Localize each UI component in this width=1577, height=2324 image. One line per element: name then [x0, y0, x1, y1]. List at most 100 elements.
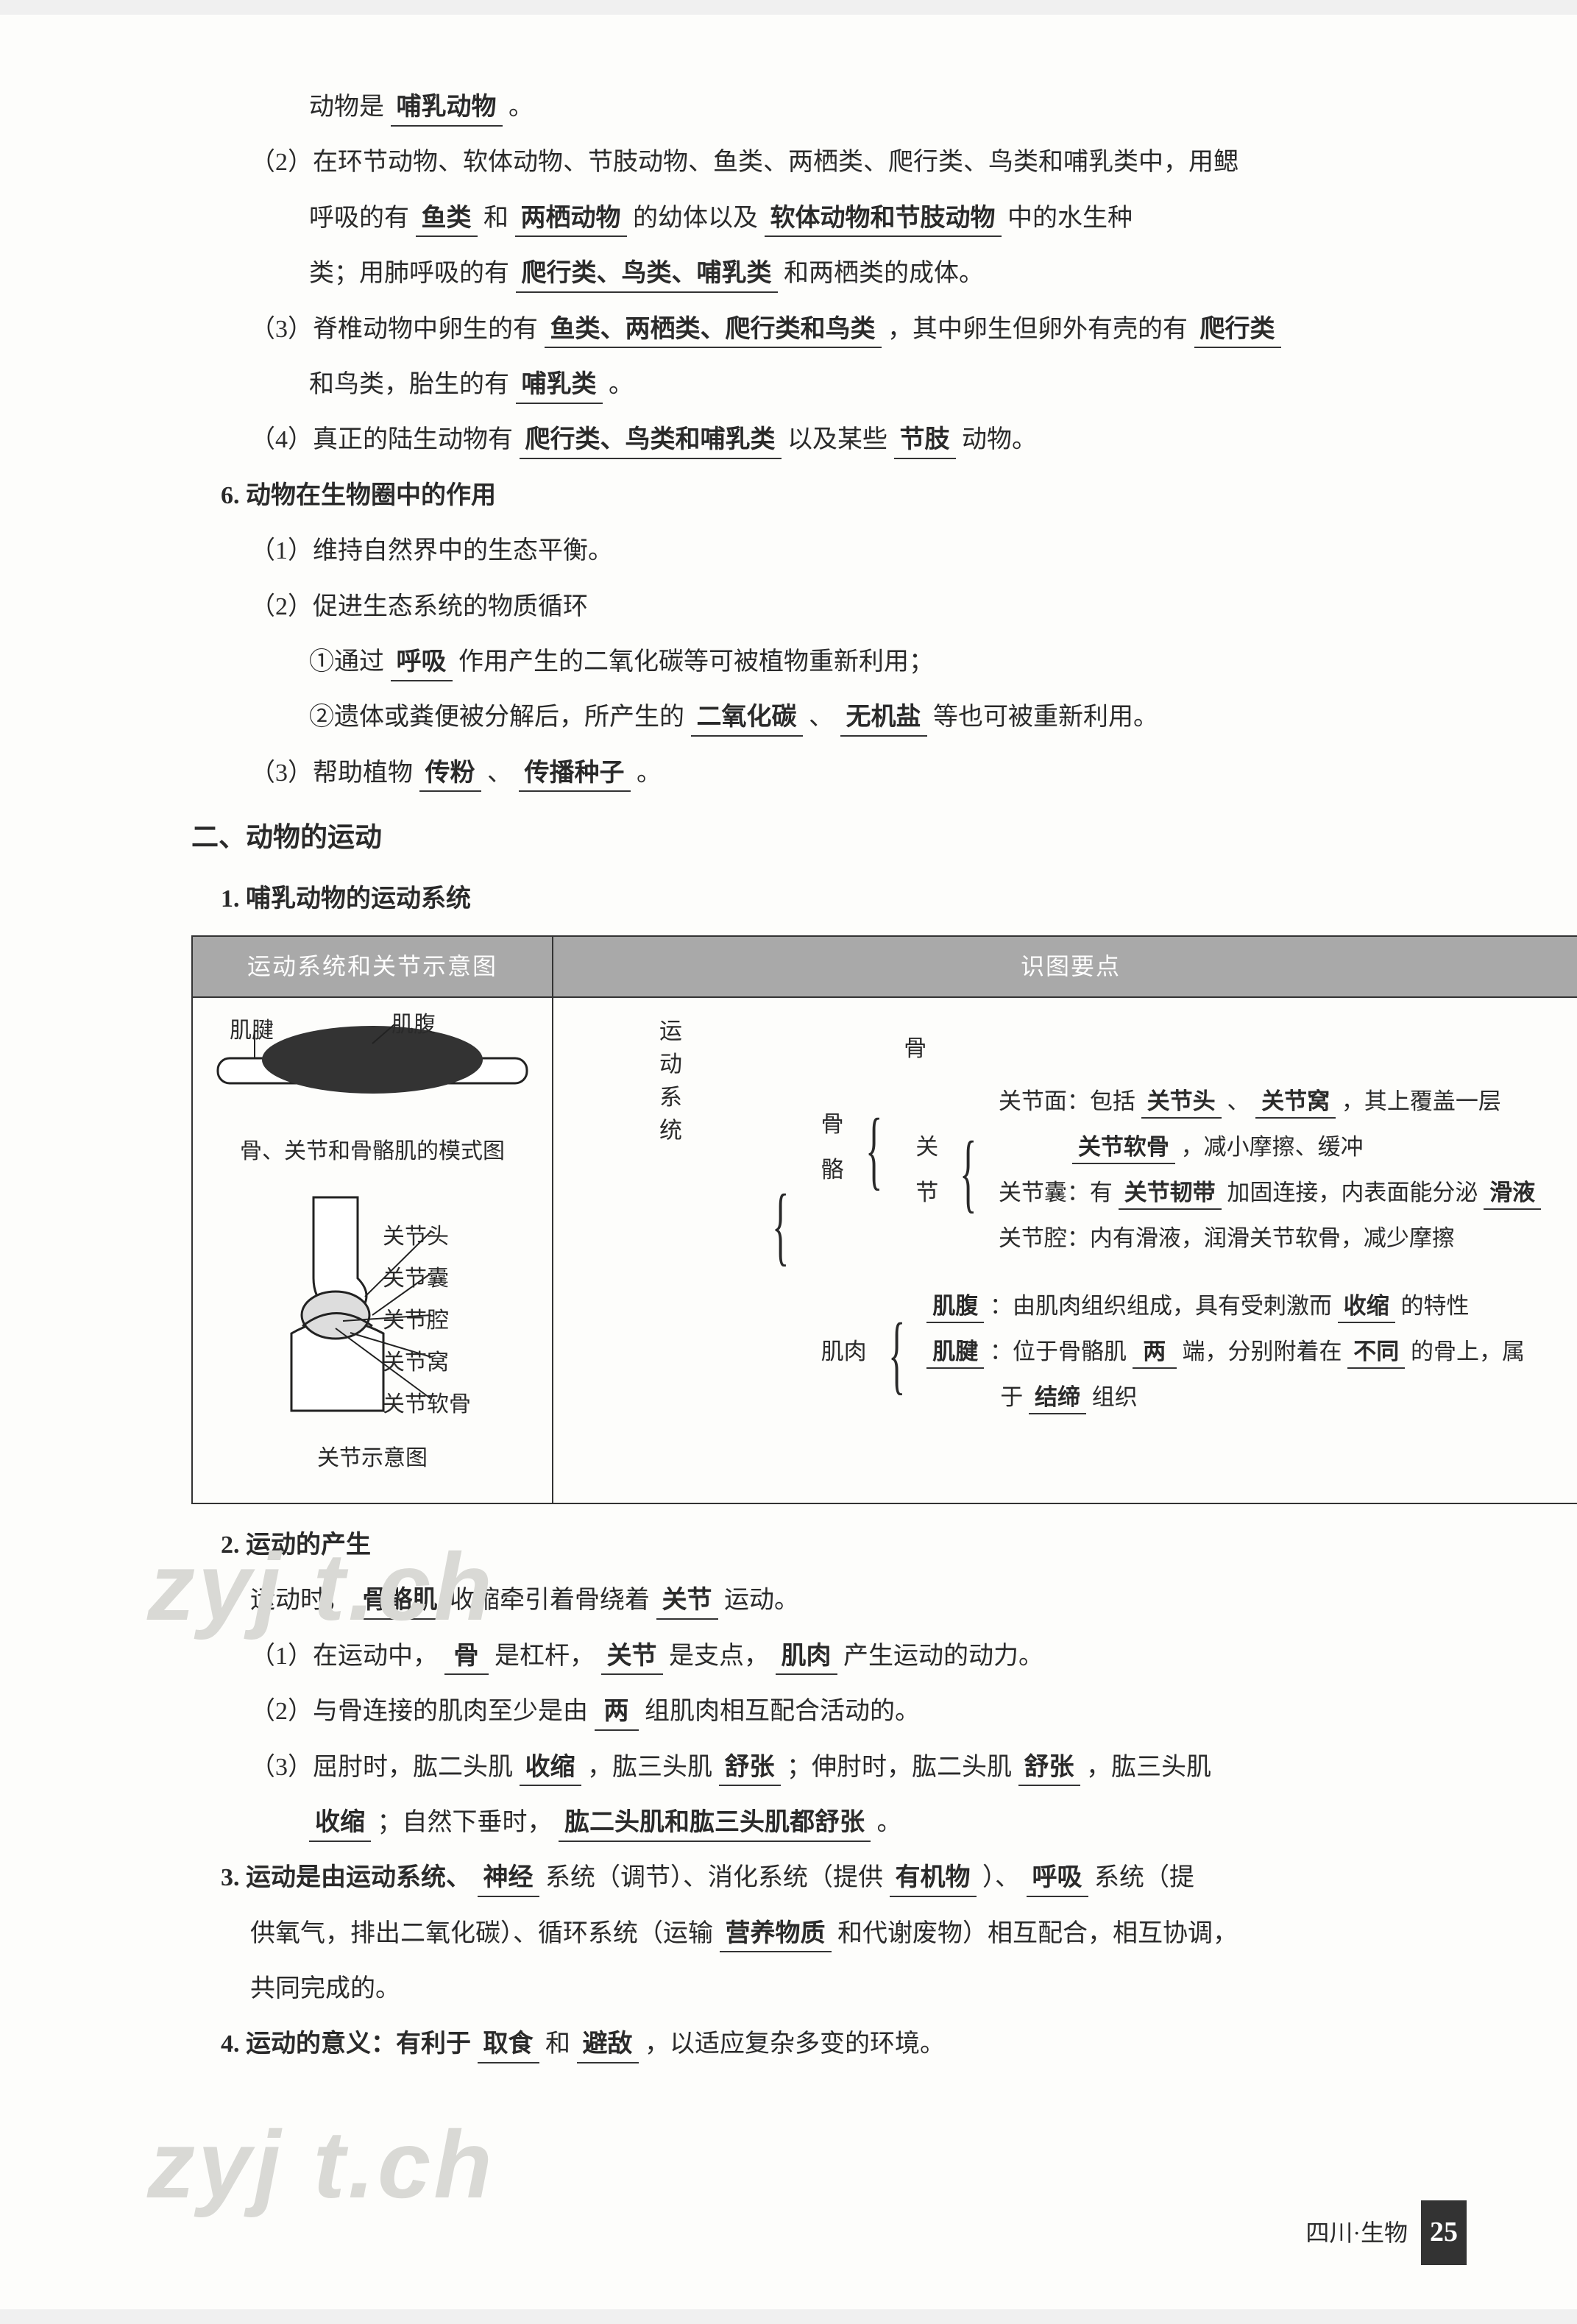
caption-joint: 关节示意图: [203, 1437, 542, 1479]
blank: 传播种子: [519, 756, 631, 793]
p22-3a: （3）屈肘时，肱二头肌 收缩 ，肱三头肌 舒张 ；伸肘时，肱二头肌 舒张 ，肱三…: [191, 1741, 1445, 1793]
blank: 节肢: [894, 422, 956, 459]
blank: 骨: [444, 1639, 489, 1676]
th-points: 识图要点: [553, 936, 1577, 997]
blank: 不同: [1347, 1336, 1405, 1369]
joint-diagram: 关节头 关节囊 关节腔 关节窝 关节软骨: [203, 1190, 542, 1433]
blank: 哺乳动物: [391, 90, 503, 127]
text: 运动。: [724, 1587, 799, 1614]
text: 组织: [1092, 1384, 1138, 1410]
watermark-icon: zyj t.ch: [147, 2064, 495, 2265]
blank: 哺乳类: [516, 367, 603, 404]
p23a: 3. 运动是由运动系统、 神经 系统（调节）、消化系统（提供 有机物 ）、 呼吸…: [221, 1852, 1445, 1904]
blank: 爬行类、鸟类、哺乳类: [516, 256, 778, 293]
blank: 关节窝: [1255, 1085, 1336, 1119]
node-skeleton: 骨骼: [811, 1020, 854, 1275]
text: ，其中卵生但卵外有壳的有: [887, 316, 1188, 343]
text: 的特性: [1400, 1293, 1469, 1319]
text: 动物是: [309, 93, 384, 121]
heading-2-1: 1. 哺乳动物的运动系统: [221, 873, 1445, 925]
heading-2-2: 2. 运动的产生: [221, 1519, 1445, 1571]
blank: 两: [1133, 1336, 1177, 1369]
text: 关节囊：有: [999, 1180, 1113, 1205]
label-tendon: 肌腱: [230, 1010, 274, 1052]
text: 和代谢废物）相互配合，相互协调，: [837, 1920, 1238, 1947]
blank: 关节: [601, 1639, 663, 1676]
brace-icon: {: [865, 1132, 882, 1167]
blank: 关节韧带: [1119, 1177, 1222, 1210]
label-joint-socket: 关节窝: [383, 1345, 449, 1381]
footer-region: 四川·生物: [1305, 2220, 1408, 2246]
blank: 关节软骨: [1072, 1131, 1175, 1164]
text: 。: [637, 759, 662, 787]
item-4: （4）真正的陆生动物有 爬行类、鸟类和哺乳类 以及某些 节肢 动物。: [191, 414, 1445, 466]
label-joint-head: 关节头: [383, 1219, 449, 1255]
text: 系统（提: [1094, 1864, 1194, 1891]
text: 产生运动的动力。: [843, 1643, 1043, 1670]
text: ①通过: [309, 648, 384, 676]
item-6-1: （1）维持自然界中的生态平衡。: [191, 525, 1445, 577]
text: 4. 运动的意义：有利于: [221, 2030, 471, 2058]
text: ；伸肘时，肱二头肌: [787, 1754, 1012, 1781]
item-2b: 呼吸的有 鱼类 和 两栖动物 的幼体以及 软体动物和节肢动物 中的水生种: [191, 192, 1445, 244]
p22: 运动时， 骨骼肌 收缩牵引着骨绕着 关节 运动。: [191, 1574, 1445, 1626]
blank: 舒张: [1018, 1750, 1080, 1787]
p22-2: （2）与骨连接的肌肉至少是由 两 组肌肉相互配合活动的。: [191, 1685, 1445, 1737]
text: ：由肌肉组织组成，具有受刺激而: [990, 1293, 1332, 1319]
cont-line-1: 动物是 哺乳动物 。: [191, 81, 1445, 133]
text: 是支点，: [669, 1643, 769, 1670]
text: 等也可被重新利用。: [933, 704, 1158, 731]
item-6-2a: ①通过 呼吸 作用产生的二氧化碳等可被植物重新利用；: [191, 636, 1445, 688]
text: 、: [487, 759, 512, 787]
text: 和: [545, 2030, 570, 2058]
text: ，其上覆盖一层: [1342, 1088, 1501, 1114]
joint-capsule: 关节囊：有 关节韧带 加固连接，内表面能分泌 滑液: [999, 1170, 1541, 1216]
label-joint-cartilage: 关节软骨: [383, 1387, 471, 1423]
blank: 无机盐: [840, 700, 927, 737]
text: 、: [809, 704, 834, 731]
blank: 收缩: [309, 1805, 371, 1842]
text: ；自然下垂时，: [378, 1809, 553, 1836]
node-bone: 骨: [904, 1026, 1553, 1071]
p22-3b: 收缩 ；自然下垂时， 肱二头肌和肱三头肌都舒张 。: [191, 1796, 1445, 1849]
page-footer: 四川·生物 25: [1305, 2200, 1467, 2265]
caption-muscle: 骨、关节和骨骼肌的模式图: [203, 1130, 542, 1172]
text: 系统（调节）、消化系统（提供: [545, 1864, 883, 1891]
blank: 避敌: [577, 2027, 639, 2063]
label-joint-capsule: 关节囊: [383, 1261, 449, 1297]
blank: 呼吸: [1027, 1860, 1088, 1897]
text: 组肌肉相互配合活动的。: [645, 1698, 920, 1725]
blank: 骨骼肌: [357, 1583, 444, 1620]
blank: 鱼类: [416, 201, 478, 238]
joint-cavity: 关节腔：内有滑液，润滑关节软骨，减少摩擦: [999, 1216, 1541, 1261]
blank: 传粉: [419, 756, 481, 793]
heading-6: 6. 动物在生物圈中的作用: [221, 470, 1445, 522]
text: 动物。: [962, 426, 1037, 453]
text: （3）帮助植物: [250, 759, 413, 787]
text: 。: [609, 371, 634, 398]
text: ，减小摩擦、缓冲: [1181, 1134, 1364, 1160]
item-3: （3）脊椎动物中卵生的有 鱼类、两栖类、爬行类和鸟类 ，其中卵生但卵外有壳的有 …: [191, 303, 1445, 355]
joint-svg: [262, 1190, 483, 1418]
text: 和: [483, 205, 508, 232]
p23b: 供氧气，排出二氧化碳）、循环系统（运输 营养物质 和代谢废物）相互配合，相互协调…: [191, 1907, 1445, 1960]
section-2-heading: 二、动物的运动: [191, 809, 1445, 867]
text: 运动时，: [250, 1587, 350, 1614]
node-joint: 关节: [905, 1073, 949, 1267]
blank: 二氧化碳: [691, 700, 803, 737]
text: （1）在运动中，: [250, 1643, 438, 1670]
blank: 营养物质: [720, 1916, 832, 1953]
muscle-tendon-2: 于 结缔 组织: [926, 1375, 1525, 1420]
muscle-belly: 肌腹 ：由肌肉组织组成，具有受刺激而 收缩 的特性: [926, 1283, 1525, 1329]
blank: 肱二头肌和肱三头肌都舒张: [559, 1805, 871, 1842]
text: 的骨上，属: [1411, 1339, 1525, 1364]
brace-icon: {: [772, 1208, 789, 1243]
text: 、: [1227, 1088, 1250, 1114]
text: （3）屈肘时，肱二头肌: [250, 1754, 513, 1781]
p22-1: （1）在运动中， 骨 是杠杆， 关节 是支点， 肌肉 产生运动的动力。: [191, 1630, 1445, 1682]
p24: 4. 运动的意义：有利于 取食 和 避敌 ，以适应复杂多变的环境。: [221, 2018, 1445, 2070]
blank: 呼吸: [391, 645, 453, 681]
joint-surface: 关节面：包括 关节头 、 关节窝 ，其上覆盖一层: [999, 1079, 1541, 1124]
blank: 取食: [478, 2027, 539, 2063]
blank: 肌肉: [776, 1639, 837, 1676]
